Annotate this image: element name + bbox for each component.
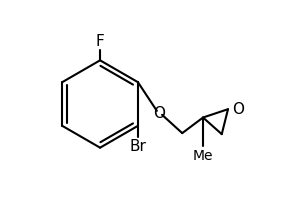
Text: Me: Me xyxy=(193,149,213,163)
Text: O: O xyxy=(153,106,165,121)
Text: F: F xyxy=(96,34,104,49)
Text: Br: Br xyxy=(130,139,146,154)
Text: O: O xyxy=(232,102,244,117)
